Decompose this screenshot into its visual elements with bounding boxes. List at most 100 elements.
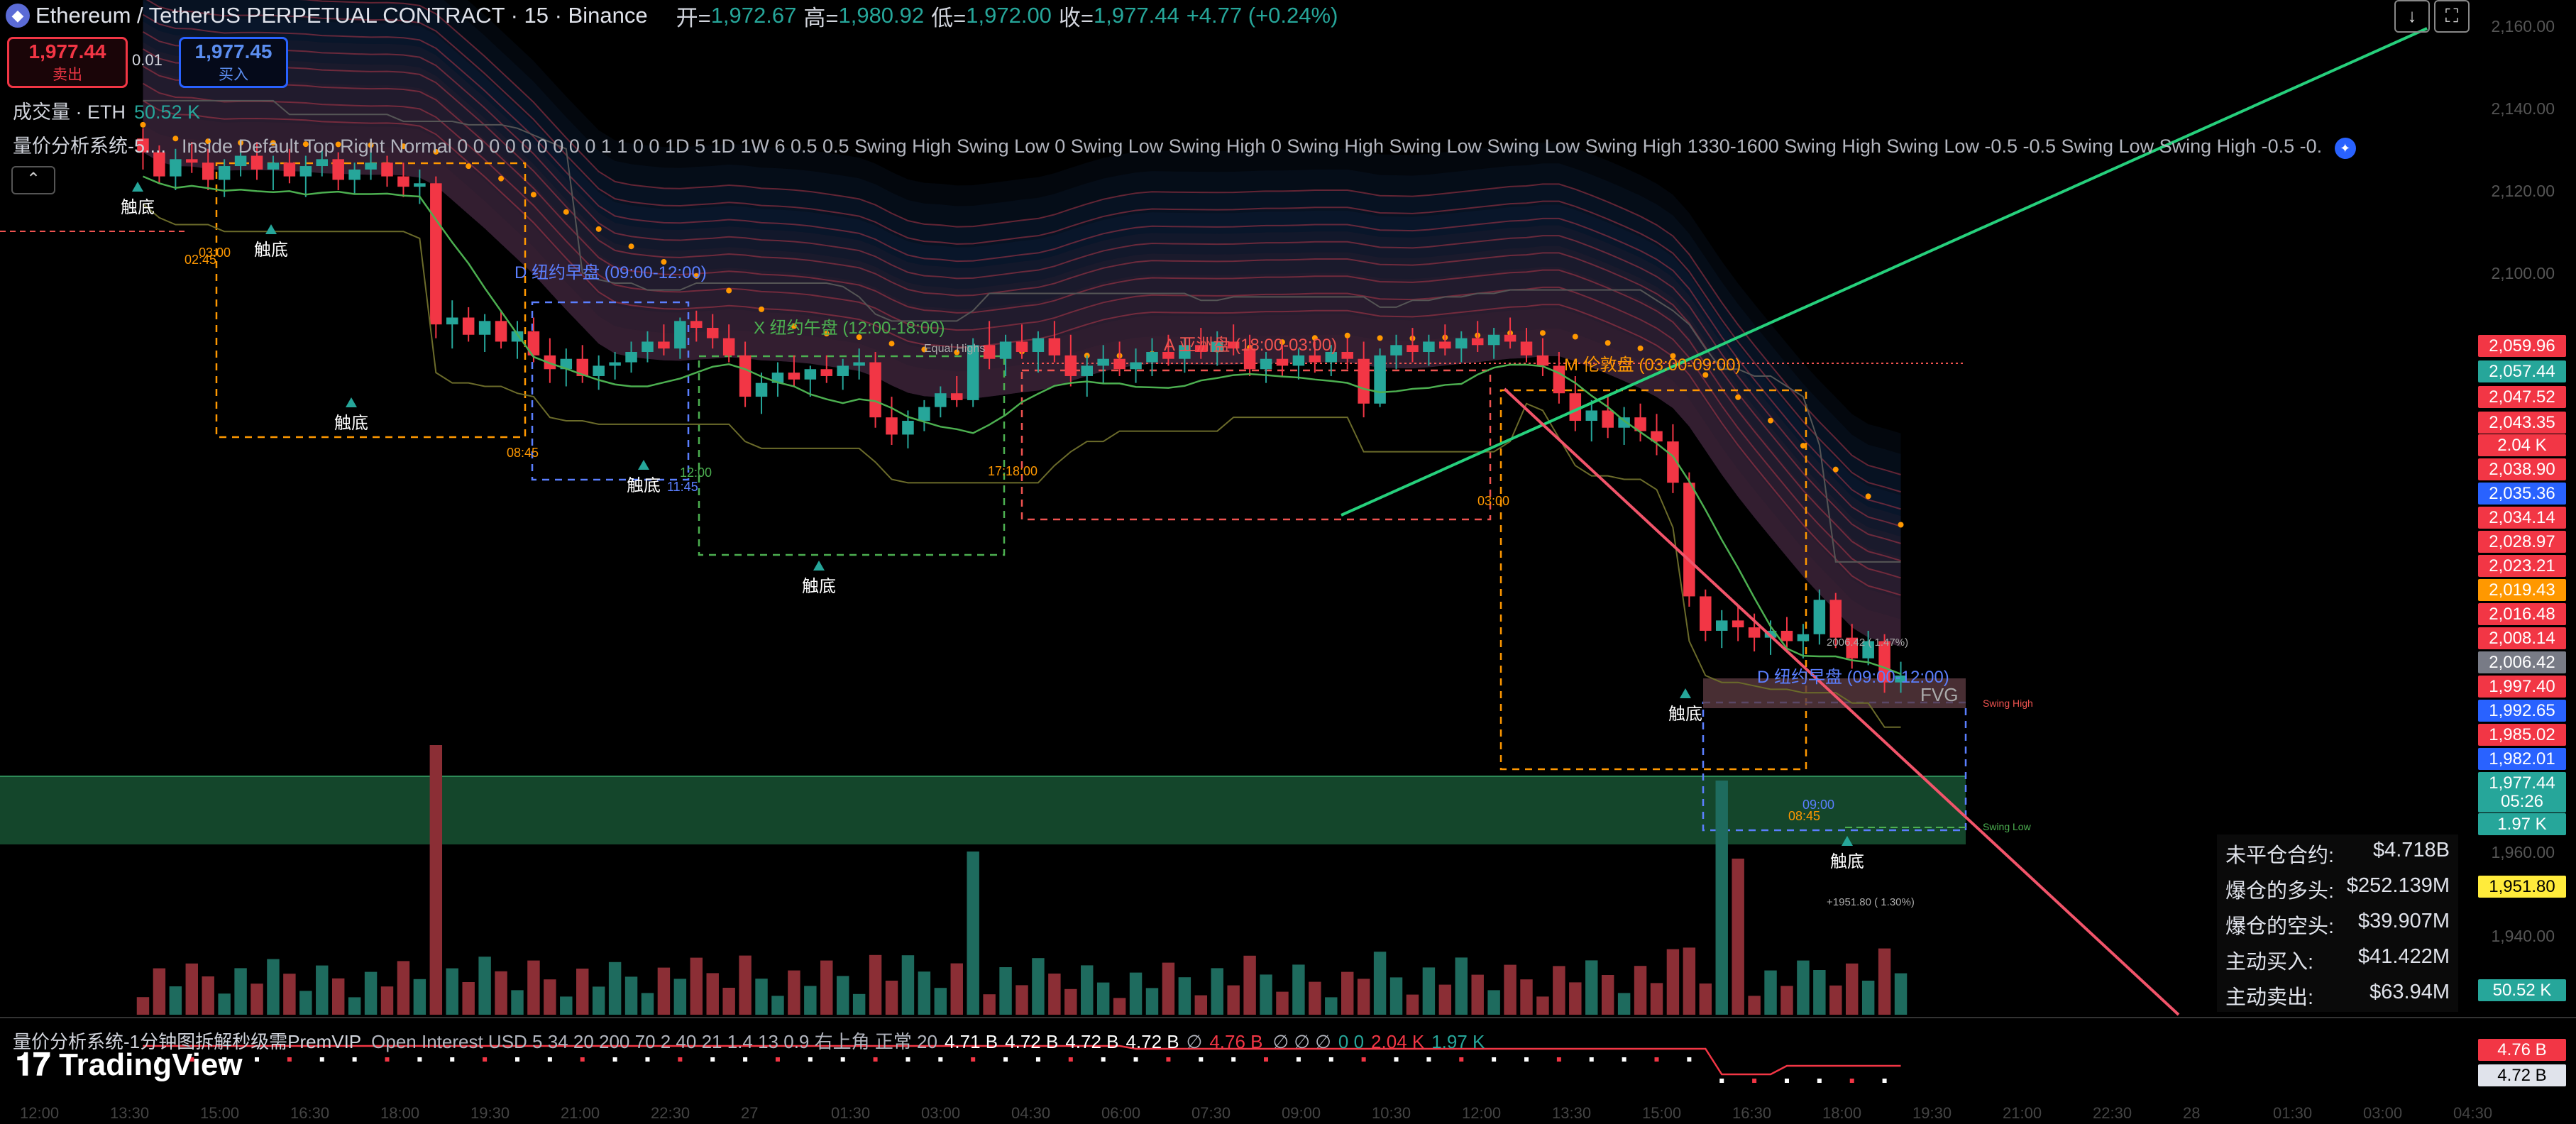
session-label: A 亚洲盘 (18:00-03:00)	[1164, 336, 1337, 355]
vwap-dot	[595, 226, 602, 232]
candle-body	[1195, 345, 1207, 352]
collapse-legend-button[interactable]: ⌃	[11, 166, 55, 194]
oi-dot	[1622, 1057, 1626, 1062]
candle-body	[137, 138, 149, 153]
candle-body	[1146, 352, 1158, 363]
candle-body	[1813, 600, 1826, 634]
candle-body	[999, 341, 1012, 359]
oi-dot	[1133, 1057, 1138, 1062]
oi-dot	[1882, 1079, 1887, 1083]
session-box-asia	[1020, 369, 1492, 521]
oi-dot	[222, 1057, 227, 1062]
session-box-london	[1499, 389, 1807, 771]
candle-body	[1064, 355, 1077, 376]
scroll-to-realtime-button[interactable]: ↓	[2394, 0, 2430, 33]
oi-dot	[1719, 1079, 1724, 1083]
oi-dot	[450, 1057, 455, 1062]
volume-bar	[1081, 965, 1094, 1015]
session-time-label: 17:18:00	[988, 464, 1037, 478]
open-interest-panel: 未平仓合约: $4.718B 爆仓的多头: $252.139M 爆仓的空头: $39.…	[2217, 834, 2458, 1012]
time-label: 19:30	[470, 1104, 510, 1122]
high-value: 1,980.92	[838, 3, 925, 28]
candle-body	[1130, 362, 1142, 370]
volume-bar	[331, 978, 345, 1015]
volume-bar	[592, 986, 605, 1015]
equal-highs-label: Equal Highs	[924, 343, 985, 355]
volume-bar	[511, 990, 524, 1015]
oi-dot	[1003, 1057, 1008, 1062]
session-box-ny-pm	[698, 355, 1006, 556]
vwap-dot	[335, 141, 341, 148]
ema-line	[145, 0, 1901, 493]
info-row-taker-buy: 主动买入: $41.422M	[2225, 945, 2450, 974]
volume-bar	[1194, 995, 1208, 1015]
volume-bar	[1211, 968, 1223, 1015]
time-label: 16:30	[290, 1104, 330, 1122]
vwap-dot	[433, 148, 439, 155]
candle-body	[1846, 637, 1858, 659]
volume-bar	[1797, 960, 1810, 1015]
volume-bar	[771, 996, 784, 1015]
volume-bar	[185, 963, 198, 1015]
indicator-icon[interactable]: ✦	[2334, 138, 2356, 159]
arrow-down-icon: ↓	[2407, 5, 2417, 26]
symbol-title[interactable]: Ethereum / TetherUS PERPETUAL CONTRACT ·…	[35, 3, 648, 28]
volume-bar	[283, 974, 296, 1015]
volume-bar	[348, 997, 361, 1015]
candle-body	[967, 345, 979, 400]
candle-body	[1423, 341, 1435, 352]
volume-legend[interactable]: 成交量 · ETH 50.52 K	[13, 101, 201, 123]
bottom-indicator-legend[interactable]: 量价分析系统-1分钟图拆解秒级需PremVIP Open Interest USD…	[13, 1031, 1485, 1052]
candle-body	[674, 321, 686, 349]
step-line	[142, 203, 1901, 728]
indicator-legend[interactable]: 量价分析系统-5.... Inside Default Top Right Nor…	[13, 131, 2356, 159]
candle-body	[1683, 483, 1695, 597]
time-axis[interactable]: 12:00 13:30 15:00 16:30 18:00 19:30 21:00 22:30…	[0, 1104, 2576, 1124]
candle-body	[1569, 393, 1582, 422]
volume-bar	[739, 955, 752, 1015]
sell-button[interactable]: 1,977.44 卖出	[7, 37, 128, 88]
fullscreen-button[interactable]: ⛶	[2434, 0, 2470, 33]
price-badge: 2,016.48	[2478, 603, 2566, 625]
oi-dot	[189, 1057, 194, 1062]
volume-bar	[1585, 960, 1598, 1015]
ema-line	[297, 0, 1901, 475]
time-label: 27	[741, 1104, 759, 1122]
price-badge: 4.76 B	[2478, 1039, 2566, 1061]
volume-bar	[1666, 949, 1680, 1015]
candle-body	[1341, 352, 1353, 359]
candle-body	[1651, 431, 1663, 442]
buy-button[interactable]: 1,977.45 买入	[179, 37, 288, 88]
oi-dot	[1459, 1057, 1464, 1062]
candle-body	[1015, 341, 1028, 352]
tradingview-logo[interactable]: 𝟏𝟕 TradingView	[16, 1047, 243, 1082]
downtrend-line	[1503, 387, 2180, 1016]
candle-body	[267, 162, 280, 170]
volume-bar	[1015, 985, 1028, 1015]
volume-bar	[1032, 958, 1045, 1015]
price-badge: 2,057.44	[2478, 360, 2566, 382]
oi-dot	[678, 1057, 683, 1062]
candle-body	[1455, 338, 1468, 349]
oi-dot	[157, 1057, 162, 1062]
candle-body	[804, 369, 817, 380]
price-badge: 2,008.14	[2478, 627, 2566, 649]
time-label: 12:00	[20, 1104, 60, 1122]
candle-body	[1439, 341, 1451, 349]
candle-body	[918, 407, 930, 422]
vwap-dot	[368, 142, 374, 148]
price-badge: 2,019.43	[2478, 579, 2566, 601]
volume-bar	[1227, 985, 1240, 1015]
candle-body	[1715, 620, 1728, 631]
session-box-ny-am	[531, 301, 690, 481]
volume-bar	[673, 979, 687, 1015]
time-label: 22:30	[651, 1104, 690, 1122]
info-row-long-liq: 爆仓的多头: $252.139M	[2225, 874, 2450, 903]
candle-body	[1032, 338, 1045, 352]
ribbon-band	[143, 83, 1901, 647]
touch-bottom-marker	[638, 460, 649, 470]
vwap-dot	[1377, 335, 1383, 341]
candle-body	[1081, 365, 1093, 376]
candle-body	[1797, 634, 1810, 641]
